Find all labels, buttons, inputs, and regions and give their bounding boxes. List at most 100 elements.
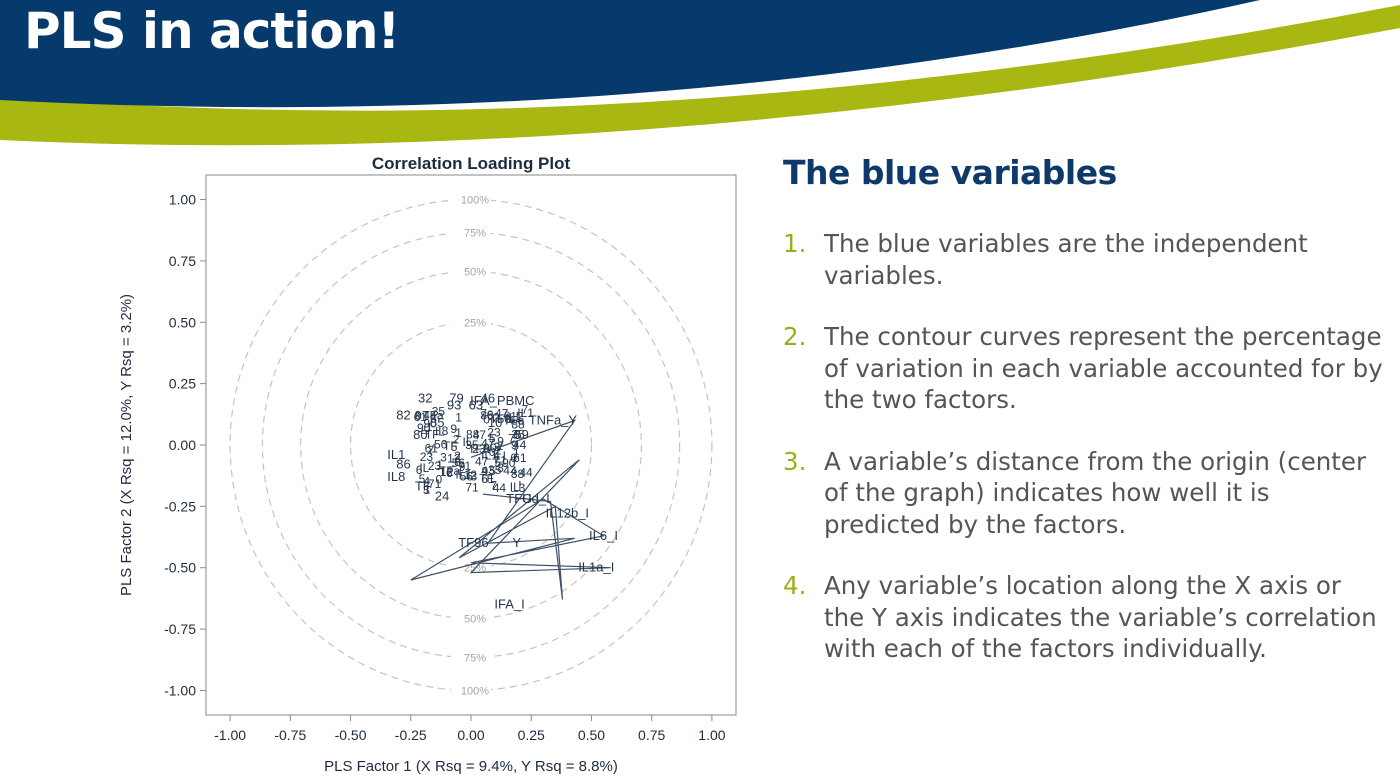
- contour-label: 75%: [464, 227, 486, 239]
- list-number: 4.: [783, 571, 807, 600]
- y-tick-label: 0.25: [169, 376, 196, 392]
- cluster-point-label: 71: [458, 459, 472, 473]
- cluster-point-label: 4: [423, 474, 430, 488]
- cluster-point-label: 6: [416, 463, 423, 477]
- x-tick-label: -1.00: [214, 727, 246, 743]
- cluster-point-label: 88: [511, 467, 525, 481]
- point-label: IL6_I: [589, 528, 618, 543]
- contour-label: 100%: [461, 195, 489, 207]
- cluster-point-label: 12: [510, 410, 524, 424]
- list-text: Any variable’s location along the X axis…: [824, 571, 1377, 663]
- cluster-point-label: 47: [481, 436, 495, 450]
- cluster-point-label: 1: [424, 482, 431, 496]
- contour-label-bg: [451, 314, 491, 329]
- cluster-point-label: 88: [511, 418, 525, 432]
- cluster-point-label: 47: [495, 406, 509, 420]
- cluster-point-label: 4: [503, 463, 510, 477]
- point-label: 86: [396, 457, 410, 472]
- cluster-point-label: 44: [423, 409, 437, 423]
- point-label: IL12b_I: [546, 506, 589, 521]
- y-tick-label: 0.75: [169, 253, 196, 269]
- cluster-point-label: 71: [428, 477, 442, 491]
- cluster-point-label: 8: [442, 424, 449, 438]
- cluster-point-label: IL: [510, 480, 520, 494]
- point-label: 10: [488, 415, 502, 430]
- contour-label-bg: [451, 224, 491, 239]
- cluster-point-label: 23: [487, 425, 501, 439]
- y-tick-label: 1.00: [169, 192, 196, 208]
- cluster-point-label: 3: [470, 470, 477, 484]
- list-text: The contour curves represent the percent…: [824, 322, 1383, 414]
- y-tick-label: -0.50: [164, 560, 196, 576]
- point-label: 85: [430, 415, 444, 430]
- x-axis-label: PLS Factor 1 (X Rsq = 9.4%, Y Rsq = 8.8%…: [324, 758, 618, 775]
- cluster-point-label: 7: [521, 403, 528, 417]
- cluster-point-label: 1: [455, 426, 462, 440]
- list-number: 2.: [783, 322, 807, 351]
- contour-circle: [349, 321, 593, 569]
- cluster-point-label: 56: [497, 412, 511, 426]
- cluster-point-label: 0: [435, 472, 442, 486]
- list-number: 1.: [783, 229, 807, 258]
- cluster-point-label: 2: [493, 410, 500, 424]
- cluster-point-label: 3: [440, 450, 447, 464]
- cluster-point-label: IL1: [455, 467, 472, 481]
- cluster-point-label: 7: [508, 432, 515, 446]
- contour-label-bg: [451, 649, 491, 664]
- cluster-point-label: IL: [463, 435, 473, 449]
- cluster-point-label: IL1: [517, 406, 534, 420]
- point-label: IL1: [387, 447, 405, 462]
- x-tick-label: 0.00: [457, 727, 484, 743]
- x-tick-label: -0.50: [335, 727, 367, 743]
- cluster-point-label: IL1: [506, 411, 523, 425]
- cluster-point-label: 61: [481, 472, 495, 486]
- cluster-point-label: 44: [493, 481, 507, 495]
- point-label: IL1a_I: [578, 560, 614, 575]
- cluster-point-label: 12: [464, 468, 478, 482]
- chart-title: Correlation Loading Plot: [372, 154, 571, 173]
- cluster-point-label: 4: [481, 464, 488, 478]
- point-label: 80: [413, 427, 427, 442]
- cluster-point-label: 5: [494, 456, 501, 470]
- x-tick-label: -0.25: [395, 727, 427, 743]
- cluster-point-label: 5: [489, 432, 496, 446]
- cluster-point-label: 5: [451, 440, 458, 454]
- cluster-point-label: 6: [446, 466, 453, 480]
- cluster-point-label: 7: [490, 479, 497, 493]
- cluster-point-label: 2: [454, 449, 461, 463]
- list-text: A variable’s distance from the origin (c…: [824, 446, 1367, 539]
- point-label: IFA_I: [494, 597, 524, 612]
- cluster-point-label: _I: [511, 479, 522, 493]
- cluster-point-label: 9: [450, 422, 457, 436]
- cluster-point-label: 7: [480, 406, 487, 420]
- point-label: 93: [447, 398, 461, 413]
- cluster-point-label: TFa: [503, 413, 525, 427]
- point-label: TNFa_Y: [529, 412, 578, 427]
- cluster-point-label: _I: [420, 420, 431, 434]
- cluster-point-label: 4: [510, 464, 517, 478]
- cluster-point-label: TF: [425, 427, 440, 441]
- contour-label: 25%: [464, 317, 486, 329]
- list-number: 3.: [783, 446, 807, 476]
- cluster-point-label: 56: [452, 456, 466, 470]
- cluster-point-label: TFa: [422, 408, 444, 422]
- cluster-point-label: 23: [420, 450, 434, 464]
- list-item: 3. A variable’s distance from the origin…: [783, 446, 1383, 541]
- point-label: 24: [435, 489, 449, 504]
- contour-label: 50%: [464, 614, 486, 626]
- x-tick-label: 0.75: [638, 727, 665, 743]
- cluster-point-label: 35: [432, 405, 446, 419]
- point-label: TF: [415, 479, 431, 494]
- header-band: [0, 0, 1260, 108]
- cluster-point-label: 1: [436, 458, 443, 472]
- y-tick-label: 0.00: [169, 437, 196, 453]
- slide-title: PLS in action!: [24, 2, 400, 60]
- cluster-point-label: 5: [489, 464, 496, 478]
- cluster-point-label: _I: [495, 449, 506, 463]
- point-label: TFG: [506, 491, 532, 506]
- contour-label-bg: [451, 682, 491, 697]
- point-label: 63: [469, 398, 483, 413]
- point-label: 79: [449, 390, 463, 405]
- point-label: 82: [396, 408, 410, 423]
- point-label: 46: [481, 390, 495, 405]
